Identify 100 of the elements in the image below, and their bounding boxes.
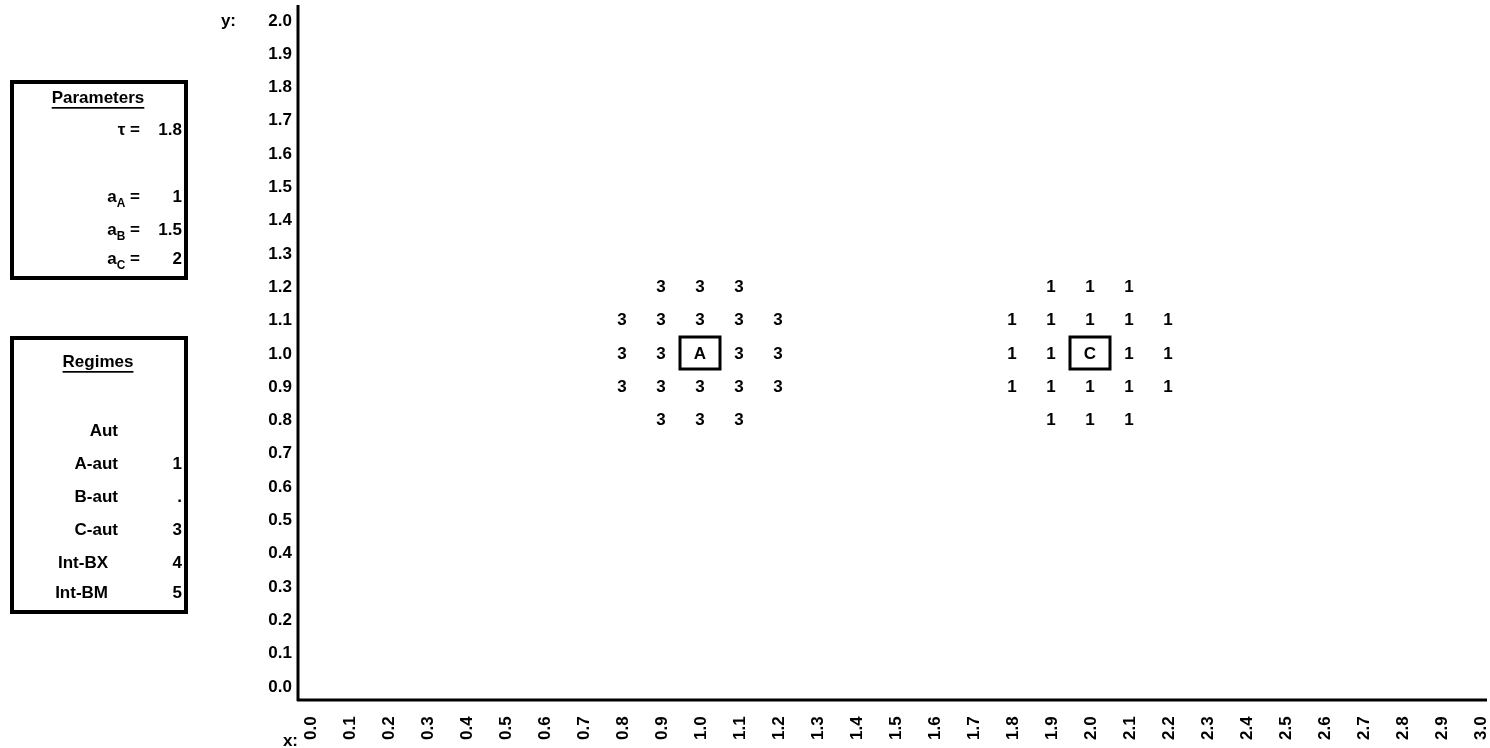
data-label: 1	[1085, 310, 1095, 330]
data-label: 1	[1124, 343, 1134, 363]
data-label: 1	[1124, 310, 1134, 330]
text: A-aut	[74, 453, 119, 473]
data-label: 3	[734, 343, 744, 363]
y-tick-label: 1.0	[268, 343, 292, 363]
x-tick-label: 0.6	[534, 716, 554, 740]
data-label: 1	[1046, 343, 1056, 363]
x-tick-label: 2.5	[1275, 716, 1295, 740]
data-label: 3	[773, 376, 783, 396]
data-label: 3	[617, 310, 627, 330]
data-label: 1	[1163, 376, 1173, 396]
data-label: 3	[734, 376, 744, 396]
x-tick-label: 2.9	[1431, 716, 1451, 740]
x-tick-label: 1.7	[963, 716, 983, 740]
text: Int-BX	[57, 552, 109, 572]
y-tick-label: 1.5	[268, 177, 292, 196]
x-tick-label: 1.8	[1002, 716, 1022, 740]
data-label: 3	[695, 376, 705, 396]
data-label: 3	[656, 376, 666, 396]
text: Parameters	[51, 87, 145, 107]
data-label: 1	[1085, 376, 1095, 396]
x-tick-label: 0.4	[456, 715, 476, 740]
y-tick-label: 0.6	[268, 476, 292, 496]
text: a$_{C}$ =	[107, 248, 141, 272]
data-label: 3	[695, 276, 705, 296]
annotation: A	[693, 343, 707, 363]
x-tick-label: 2.0	[1080, 716, 1100, 740]
data-label: 1	[1007, 310, 1017, 330]
y-tick-label: 1.9	[268, 43, 292, 63]
text: Int-BM	[55, 582, 108, 602]
text: Regimes	[62, 351, 134, 371]
text: τ =	[117, 119, 141, 139]
y-tick-label: 1.8	[268, 77, 292, 97]
x-axis-title: x:	[282, 730, 298, 748]
x-tick-label: 2.1	[1119, 716, 1139, 740]
data-label: 3	[617, 343, 627, 363]
text: Aut	[89, 420, 119, 440]
data-label: 3	[734, 276, 744, 296]
x-tick-label: 0.1	[339, 716, 359, 740]
x-tick-label: 0.8	[612, 716, 632, 740]
y-tick-label: 1.2	[268, 276, 292, 296]
data-label: 3	[695, 310, 705, 330]
text: 3	[172, 519, 182, 539]
data-label: 1	[1124, 376, 1134, 396]
y-tick-label: 0.8	[268, 410, 292, 430]
data-label: 3	[734, 410, 744, 430]
text: a$_{A}$ =	[107, 186, 141, 210]
x-tick-label: 2.3	[1197, 716, 1217, 740]
data-label: 1	[1124, 410, 1134, 430]
text: 1.8	[158, 119, 182, 139]
text: a$_{B}$ =	[107, 219, 141, 243]
data-label: 3	[773, 310, 783, 330]
y-tick-label: 1.4	[268, 210, 293, 230]
data-label: 1	[1163, 343, 1173, 363]
data-label: 3	[656, 343, 666, 363]
text: 1.5	[158, 219, 182, 239]
x-tick-label: 2.4	[1236, 715, 1256, 740]
data-label: 1	[1046, 410, 1056, 430]
y-tick-label: 0.1	[268, 643, 292, 663]
x-tick-label: 0.2	[378, 716, 398, 740]
text: 1	[172, 186, 182, 206]
annotation: C	[1083, 343, 1097, 363]
x-tick-label: 0.5	[495, 716, 515, 740]
text: 4	[172, 552, 183, 572]
text: .	[177, 486, 182, 506]
x-tick-label: 1.2	[768, 716, 788, 740]
data-label: 1	[1046, 310, 1056, 330]
y-tick-label: 0.2	[268, 609, 292, 629]
y-tick-label: 1.7	[268, 110, 292, 130]
data-label: 1	[1085, 276, 1095, 296]
data-label: 1	[1007, 343, 1017, 363]
x-tick-label: 2.6	[1314, 716, 1334, 740]
x-tick-label: 1.4	[846, 715, 866, 740]
y-tick-label: 1.6	[268, 143, 292, 163]
x-tick-label: 1.5	[885, 716, 905, 740]
data-label: 3	[695, 410, 705, 430]
y-tick-label: 0.4	[268, 543, 293, 563]
data-label: 3	[656, 276, 666, 296]
x-tick-label: 0.3	[417, 716, 437, 740]
x-tick-label: 2.7	[1353, 716, 1373, 740]
data-label: 3	[656, 310, 666, 330]
x-tick-label: 0.9	[651, 716, 671, 740]
data-label: 1	[1163, 310, 1173, 330]
y-tick-label: 0.0	[268, 676, 292, 696]
data-label: 1	[1007, 376, 1017, 396]
data-label: 3	[773, 343, 783, 363]
text: B-aut	[74, 486, 119, 506]
text: 1	[172, 453, 182, 473]
y-tick-label: 0.7	[268, 443, 292, 463]
text: 2	[172, 248, 182, 268]
y-tick-label: 0.3	[268, 576, 292, 596]
x-tick-label: 2.8	[1392, 716, 1412, 740]
data-label: 1	[1124, 276, 1134, 296]
text: 5	[172, 582, 182, 602]
y-tick-label: 0.5	[268, 510, 292, 529]
x-tick-label: 3.0	[1470, 716, 1490, 740]
y-tick-label: 0.9	[268, 376, 292, 396]
y-axis-title: y:	[220, 10, 236, 30]
text: C-aut	[74, 519, 119, 539]
